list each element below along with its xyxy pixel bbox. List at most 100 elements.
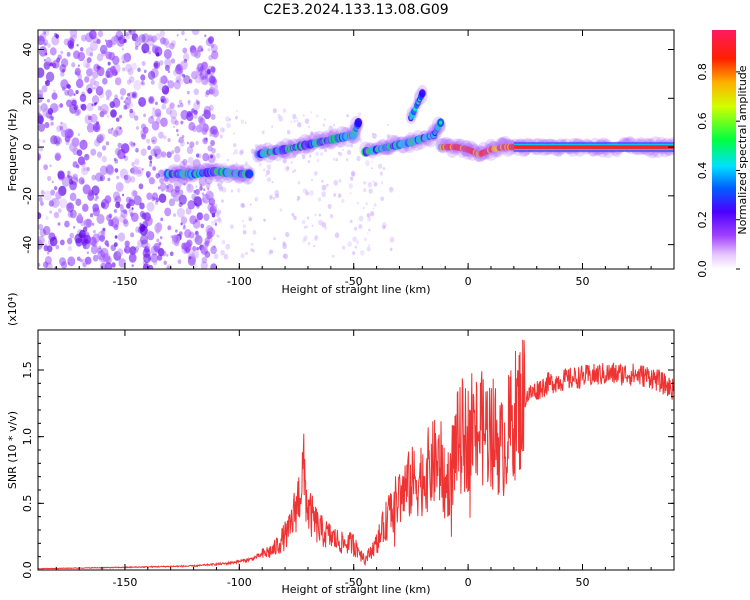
noise-speckle bbox=[232, 131, 236, 135]
noise-speckle bbox=[191, 49, 197, 56]
noise-speckle bbox=[179, 231, 183, 236]
noise-speckle bbox=[165, 188, 169, 193]
noise-speckle bbox=[333, 179, 339, 186]
colorbar-tick-label: 0.2 bbox=[696, 211, 709, 229]
noise-speckle bbox=[59, 64, 67, 73]
noise-speckle bbox=[161, 250, 167, 257]
noise-speckle bbox=[160, 182, 167, 191]
noise-speckle bbox=[367, 181, 373, 188]
noise-speckle bbox=[116, 248, 124, 257]
snr-xtick-label: 50 bbox=[575, 576, 589, 589]
noise-speckle bbox=[100, 247, 109, 258]
noise-speckle bbox=[113, 198, 118, 203]
noise-speckle bbox=[69, 209, 77, 219]
noise-speckle bbox=[349, 176, 354, 181]
noise-speckle bbox=[194, 235, 203, 246]
noise-speckle bbox=[292, 113, 297, 120]
noise-speckle bbox=[152, 107, 156, 111]
noise-speckle bbox=[160, 117, 168, 128]
noise-speckle bbox=[302, 238, 306, 243]
noise-speckle bbox=[192, 158, 201, 170]
noise-speckle bbox=[123, 209, 128, 215]
noise-speckle bbox=[42, 225, 51, 236]
noise-speckle bbox=[182, 47, 188, 54]
noise-speckle bbox=[96, 213, 105, 224]
noise-speckle bbox=[131, 91, 138, 99]
noise-speckle bbox=[257, 145, 262, 150]
noise-speckle bbox=[195, 66, 201, 73]
noise-speckle bbox=[342, 148, 344, 151]
snr-xtick-label: -50 bbox=[345, 576, 363, 589]
snr-series-line bbox=[38, 339, 674, 570]
noise-speckle bbox=[181, 30, 185, 36]
noise-speckle bbox=[60, 50, 64, 55]
noise-speckle bbox=[121, 53, 130, 64]
noise-speckle bbox=[199, 66, 204, 71]
noise-speckle bbox=[349, 192, 352, 195]
noise-speckle bbox=[95, 136, 102, 145]
noise-speckle bbox=[187, 101, 191, 106]
colorbar-tick-label: 0.6 bbox=[696, 112, 709, 130]
noise-speckle bbox=[212, 88, 219, 97]
noise-speckle bbox=[189, 215, 197, 225]
noise-speckle bbox=[107, 128, 113, 135]
noise-speckle bbox=[132, 92, 137, 98]
noise-speckle bbox=[129, 199, 135, 207]
noise-speckle bbox=[114, 126, 123, 136]
noise-speckle bbox=[170, 116, 177, 125]
noise-speckle bbox=[130, 232, 135, 238]
noise-speckle bbox=[295, 117, 298, 120]
noise-speckle bbox=[150, 136, 158, 145]
noise-speckle bbox=[249, 203, 252, 206]
noise-speckle bbox=[86, 123, 95, 133]
noise-speckle bbox=[66, 99, 73, 108]
noise-speckle bbox=[69, 30, 78, 37]
noise-speckle bbox=[82, 184, 91, 195]
noise-speckle bbox=[338, 178, 342, 183]
noise-speckle bbox=[235, 162, 238, 165]
colorbar-ticks: 0.0 0.2 0.4 0.6 0.8 bbox=[696, 63, 740, 278]
noise-speckle bbox=[40, 201, 44, 206]
noise-speckle bbox=[133, 142, 136, 146]
noise-speckle bbox=[109, 65, 116, 74]
noise-speckle bbox=[324, 226, 327, 230]
snr-xtick-label: 0 bbox=[465, 576, 472, 589]
noise-speckle bbox=[155, 228, 160, 234]
noise-speckle bbox=[171, 239, 177, 245]
noise-speckle bbox=[371, 167, 373, 170]
noise-speckle bbox=[192, 219, 201, 229]
noise-speckle bbox=[89, 30, 97, 40]
noise-speckle bbox=[174, 185, 180, 193]
noise-speckle bbox=[327, 203, 332, 210]
noise-speckle bbox=[196, 153, 200, 158]
noise-speckle bbox=[210, 263, 218, 269]
noise-speckle bbox=[186, 146, 194, 155]
noise-speckle bbox=[105, 51, 112, 60]
noise-speckle bbox=[116, 43, 119, 46]
noise-speckle bbox=[205, 137, 208, 141]
noise-speckle bbox=[203, 80, 207, 84]
noise-speckle bbox=[370, 211, 375, 217]
noise-speckle bbox=[74, 71, 78, 75]
noise-speckle bbox=[166, 253, 169, 257]
noise-speckle bbox=[221, 186, 227, 193]
noise-speckle bbox=[180, 120, 184, 125]
noise-speckle bbox=[325, 183, 329, 188]
noise-speckle bbox=[145, 243, 151, 249]
noise-speckle bbox=[290, 160, 293, 165]
noise-speckle bbox=[193, 88, 199, 96]
noise-speckle bbox=[77, 51, 86, 62]
noise-speckle bbox=[84, 153, 90, 161]
noise-speckle bbox=[110, 36, 118, 45]
noise-speckle bbox=[189, 141, 195, 148]
noise-speckle bbox=[208, 75, 216, 84]
noise-speckle bbox=[310, 111, 312, 114]
colorbar-tick-label: 0.4 bbox=[696, 162, 709, 180]
noise-speckle bbox=[240, 119, 245, 124]
noise-speckle bbox=[90, 113, 98, 123]
noise-speckle bbox=[219, 127, 225, 133]
noise-speckle bbox=[293, 215, 297, 220]
noise-speckle bbox=[234, 115, 238, 120]
noise-speckle bbox=[148, 155, 153, 161]
